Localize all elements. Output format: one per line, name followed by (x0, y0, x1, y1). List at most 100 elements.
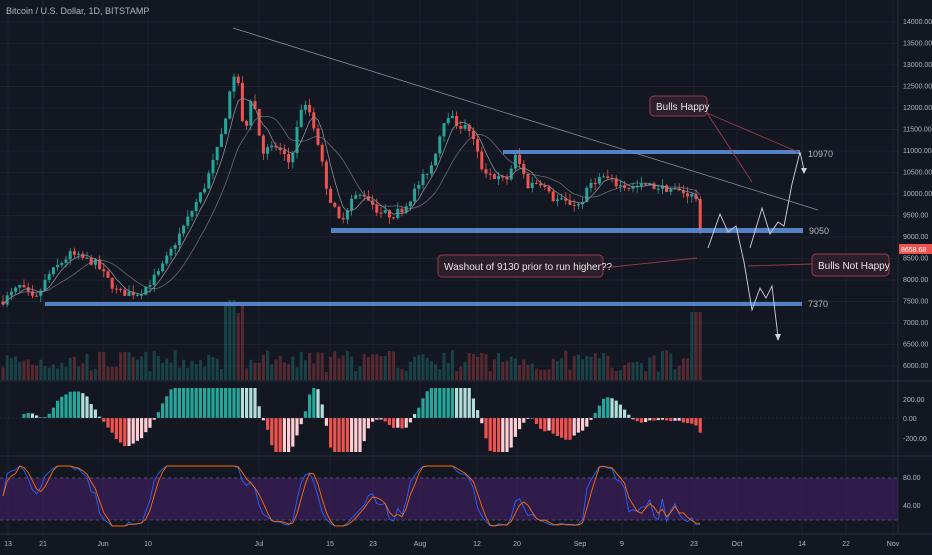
volume-bar (610, 367, 614, 380)
macd-bar (211, 388, 215, 418)
volume-bar (47, 367, 51, 380)
volume-bar (455, 371, 459, 380)
macd-bar (417, 407, 421, 418)
volume-bar (207, 354, 211, 380)
time-axis-label: 13 (4, 541, 12, 548)
macd-bar (450, 388, 454, 418)
volume-bar (119, 352, 123, 380)
macd-bar (400, 418, 404, 429)
volume-bar (513, 358, 517, 380)
candle-body (589, 182, 593, 188)
candle-body (383, 210, 387, 213)
candle-body (471, 130, 475, 140)
candle-body (350, 198, 354, 211)
candle-body (576, 204, 580, 206)
candle-body (614, 178, 618, 187)
volume-bar (480, 352, 484, 380)
candle-body (93, 259, 97, 265)
support-level-9050[interactable] (331, 228, 803, 233)
volume-bar (14, 356, 18, 380)
volume-bar (526, 364, 530, 380)
macd-bar (614, 400, 618, 418)
volume-bar (497, 352, 501, 380)
descending-trendline[interactable] (232, 27, 819, 211)
macd-bar (534, 418, 538, 424)
callout-bulls-not-happy[interactable]: Bulls Not Happy (811, 253, 890, 277)
volume-bar (442, 352, 446, 380)
time-axis[interactable]: 13 21 Jun 10 Jul 15 23 Aug 12 20 Sep 9 23 Oct 14 22 Nov (4, 541, 900, 548)
macd-bar (593, 413, 597, 418)
volume-bar (618, 370, 622, 380)
volume-bar (249, 359, 253, 380)
volume-bar (585, 355, 589, 380)
resistance-level-10970[interactable] (503, 150, 800, 154)
bearish-projection-path[interactable] (707, 212, 779, 338)
support-level-7370[interactable] (45, 302, 802, 306)
macd-bar (627, 414, 631, 418)
macd-bar (131, 418, 135, 444)
macd-bar (560, 418, 564, 438)
macd-bar (77, 391, 81, 418)
macd-axis-label: 200.00 (903, 397, 925, 404)
rsi-axis-label: 40.00 (903, 503, 921, 510)
macd-bar (656, 418, 660, 421)
candle-body (169, 248, 173, 256)
time-axis-label: Oct (732, 541, 743, 548)
candle-body (505, 177, 509, 180)
candle-body (484, 169, 488, 174)
price-axis[interactable]: 14000.00 13500.00 13000.00 12500.00 12000.00… (903, 19, 932, 370)
candle-body (442, 123, 446, 137)
volume-bar (665, 350, 669, 380)
candle-body (476, 139, 480, 152)
price-axis-label: 11000.00 (903, 148, 932, 155)
macd-bar (152, 418, 156, 420)
volume-bar (509, 356, 513, 380)
volume-bar (576, 354, 580, 380)
macd-bar (442, 388, 446, 418)
macd-bar (572, 418, 576, 436)
price-axis-label: 11500.00 (903, 127, 932, 134)
macd-bar (161, 403, 165, 418)
candle-body (148, 285, 152, 287)
rsi-axis: 80.00 40.00 (903, 475, 921, 510)
macd-bar (249, 388, 253, 418)
macd-bar (85, 396, 89, 418)
volume-bar (152, 351, 156, 380)
macd-bar (198, 388, 202, 418)
volume-bar (81, 363, 85, 380)
candle-body (207, 173, 211, 189)
callout-bulls-happy[interactable]: Bulls Happy (649, 95, 709, 117)
candle-body (261, 135, 265, 154)
volume-bar (564, 350, 568, 380)
time-axis-label: 9 (620, 541, 624, 548)
volume-bar (194, 364, 198, 380)
price-axis-label: 8500.00 (903, 256, 928, 263)
macd-bar (362, 418, 366, 442)
current-price-tag: 8658.68 (899, 244, 932, 254)
candle-body (639, 183, 643, 186)
macd-bar (26, 412, 30, 418)
callout-washout[interactable]: Washout of 9130 prior to run higher?? (437, 254, 613, 278)
price-axis-label: 7500.00 (903, 299, 928, 306)
volume-bar (5, 355, 9, 380)
candle-body (539, 183, 543, 186)
candle-body (446, 118, 450, 124)
callout-washout-text: Washout of 9130 prior to run higher?? (444, 262, 613, 273)
macd-bar (555, 418, 559, 437)
macd-bar (669, 418, 673, 422)
price-axis-label: 6000.00 (903, 363, 928, 370)
candle-body (534, 182, 538, 184)
time-axis-label: 23 (369, 541, 377, 548)
bullish-projection-path[interactable] (749, 151, 805, 249)
macd-axis: 200.00 0.00 -200.00 (903, 397, 927, 443)
candle-body (266, 147, 270, 154)
candle-body (215, 146, 219, 160)
macd-bar (492, 418, 496, 452)
candle-body (681, 190, 685, 194)
macd-bar (551, 418, 555, 434)
volume-bar (450, 350, 454, 380)
candle-body (68, 251, 72, 260)
candle-body (354, 195, 358, 199)
moving-average-slow (2, 116, 701, 305)
